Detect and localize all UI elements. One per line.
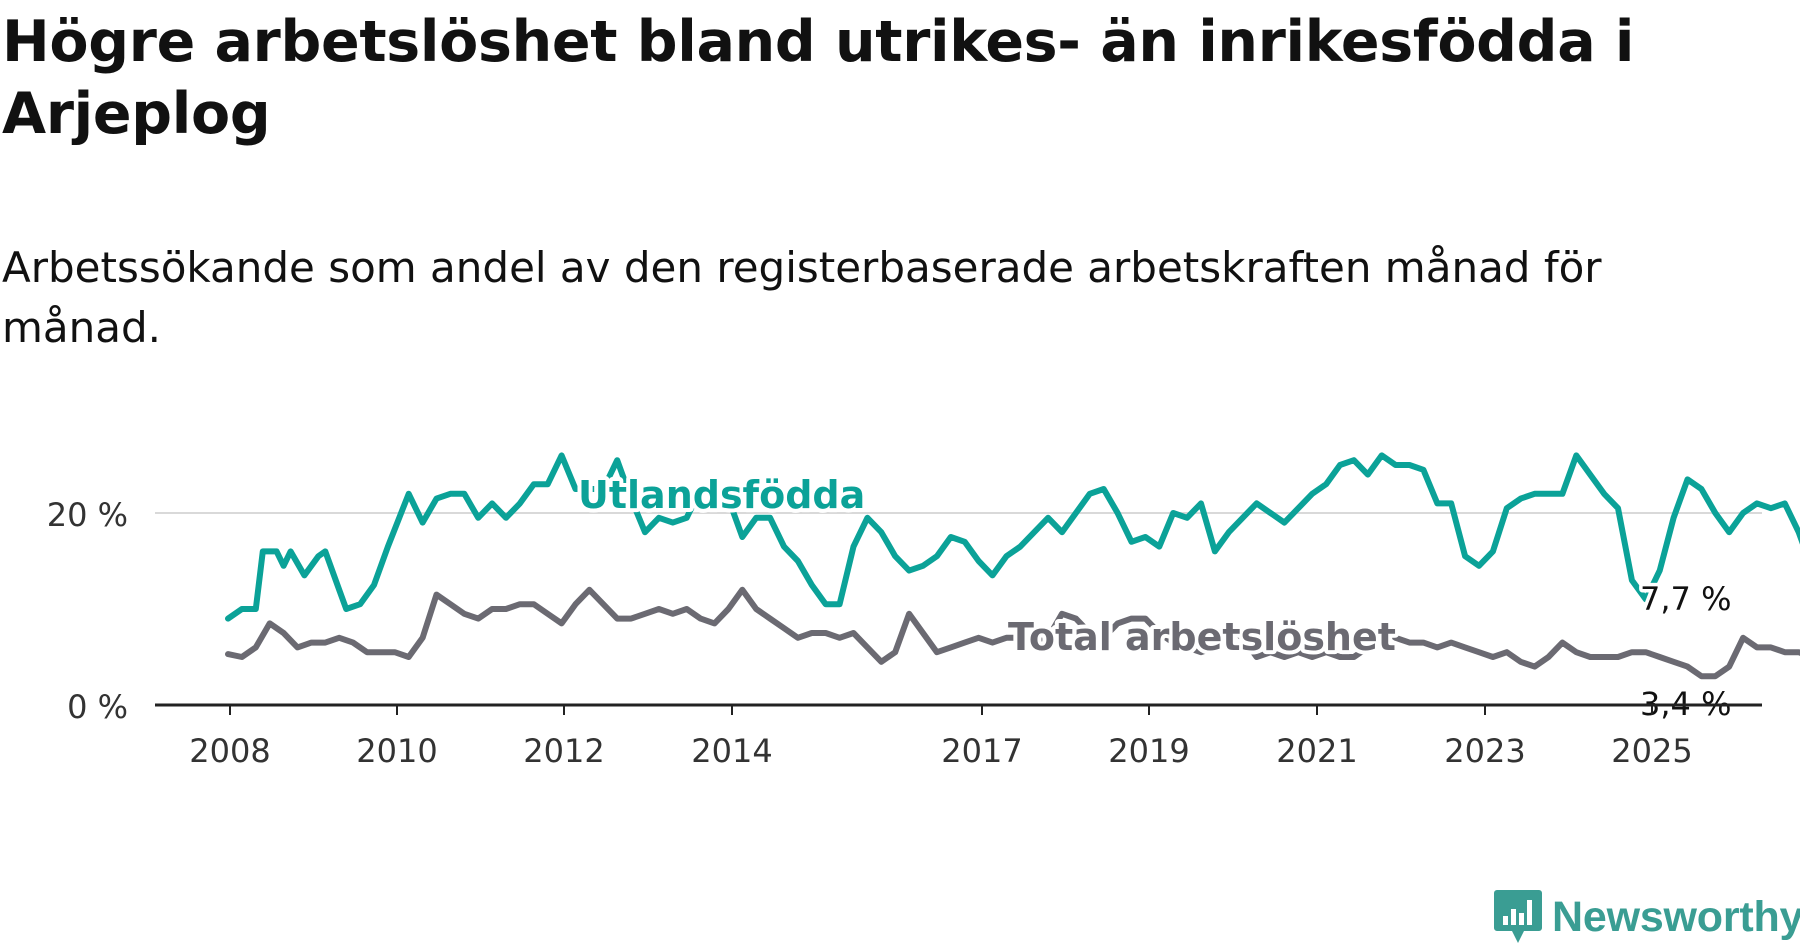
x-tick-label: 2017 [941, 732, 1022, 770]
series-lines [225, 452, 1800, 680]
x-tick-label: 2021 [1276, 732, 1357, 770]
x-tick-label: 2023 [1444, 732, 1525, 770]
series-name-utlandsfodda: Utlandsfödda [578, 473, 865, 517]
chart-bubble-icon [1494, 890, 1542, 943]
brand-name: Newsworthy [1552, 892, 1800, 941]
series-name-total: Total arbetslöshet [1008, 615, 1396, 659]
x-tick-label: 2014 [691, 732, 772, 770]
chart-subtitle: Arbetssökande som andel av den registerb… [2, 243, 1602, 352]
x-tick-label: 2025 [1611, 732, 1692, 770]
y-tick-label: 20 % [47, 496, 128, 534]
end-value-utlandsfodda: 7,7 % [1640, 580, 1731, 618]
x-tick-label: 2019 [1108, 732, 1189, 770]
x-tick-label: 2008 [189, 732, 270, 770]
brand-logo[interactable]: Newsworthy [1494, 888, 1800, 946]
x-tick-label: 2012 [523, 732, 604, 770]
chart-title: Högre arbetslöshet bland utrikes- än inr… [2, 9, 1635, 147]
x-tick-label: 2010 [356, 732, 437, 770]
axes: 0 % 20 % 2008 2010 2012 2014 2017 2019 2021 2023 2… [47, 496, 1762, 770]
series-line-total [225, 586, 1800, 680]
y-tick-label: 0 % [67, 688, 128, 726]
series-line-utlandsfodda [225, 452, 1800, 622]
